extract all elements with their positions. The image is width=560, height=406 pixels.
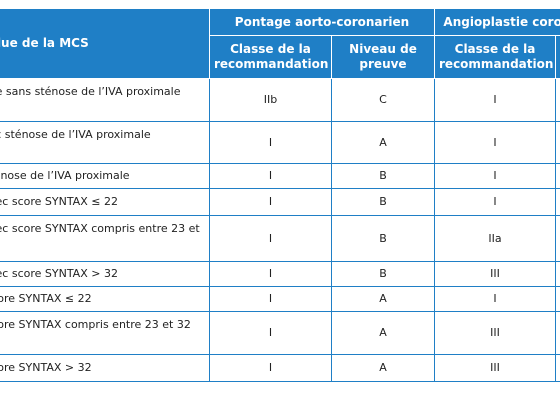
pci-class-cell: I [434,163,557,189]
table-row: Atteinte mono ou bitronculaire sans stén… [0,78,560,122]
table-row: Atteinte du tronc commun avec score SYNT… [0,188,560,216]
cabg-level-cell: B [330,261,436,287]
pci-level-header [555,35,560,79]
table-row: Atteinte du tronc commun avec score SYNT… [0,215,560,262]
indication-header: Indications selon l’étendue de la MCS [0,8,210,79]
pci-level-cell [555,261,560,287]
pci-level-cell [555,121,560,164]
cabg-level-cell: A [330,121,436,164]
pci-class-cell: I [434,78,557,122]
cabg-class-cell: I [209,121,332,164]
pci-level-cell [555,188,560,216]
pci-class-cell: I [434,121,557,164]
pci-class-cell: III [434,261,557,287]
cabg-class-cell: I [209,188,332,216]
table-row: Atteinte tritronculaire avec score SYNTA… [0,311,560,355]
cabg-level-header: Niveau de preuve [330,35,436,79]
row-label: Atteinte tritronculaire avec score SYNTA… [0,354,210,382]
pci-class-cell: III [434,311,557,355]
cabg-class-cell: I [209,286,332,312]
cabg-group-header: Pontage aorto-coronarien [208,8,436,36]
cabg-class-cell: I [209,163,332,189]
cabg-level-cell: C [330,78,436,122]
row-label: Atteinte du tronc commun avec score SYNT… [0,188,210,216]
pci-level-cell [555,354,560,382]
pci-class-cell: III [434,354,557,382]
table-row: Atteinte tritronculaire avec score SYNTA… [0,354,560,382]
cabg-level-cell: B [330,188,436,216]
table-row: Atteinte monotronculaire avec sténose de… [0,121,560,164]
cabg-class-cell: I [209,311,332,355]
pci-level-cell [555,163,560,189]
recommendation-table: Indications selon l’étendue de la MCS Po… [0,8,560,382]
cabg-level-cell: B [330,215,436,262]
table-row: Atteinte tritronculaire avec score SYNTA… [0,286,560,312]
cabg-level-cell: B [330,163,436,189]
cabg-class-cell: I [209,215,332,262]
cabg-class-cell: I [209,261,332,287]
row-label: Atteinte monotronculaire avec sténose de… [0,121,210,164]
pci-level-cell [555,311,560,355]
pci-class-cell: IIa [434,215,557,262]
row-label: Atteinte tritronculaire avec score SYNTA… [0,311,210,355]
row-label: Atteinte du tronc commun avec score SYNT… [0,261,210,287]
pci-class-cell: I [434,188,557,216]
cabg-class-header: Classe de la recommandation [209,35,332,79]
pci-class-cell: I [434,286,557,312]
pci-level-cell [555,215,560,262]
cabg-class-cell: I [209,354,332,382]
row-label: Atteinte mono ou bitronculaire sans stén… [0,78,210,122]
cabg-level-cell: A [330,286,436,312]
pci-level-cell [555,78,560,122]
row-label: Atteinte du tronc commun avec score SYNT… [0,215,210,262]
row-label: Atteinte tritronculaire avec score SYNTA… [0,286,210,312]
cabg-level-cell: A [330,354,436,382]
table-row: Atteinte du tronc commun avec score SYNT… [0,261,560,287]
cabg-class-cell: IIb [209,78,332,122]
table-row: Atteinte bitronculaire avec sténose de l… [0,163,560,189]
pci-level-cell [555,286,560,312]
cabg-level-cell: A [330,311,436,355]
pci-group-header: Angioplastie coronaire [434,8,560,36]
pci-class-header: Classe de la recommandation [434,35,557,79]
row-label: Atteinte bitronculaire avec sténose de l… [0,163,210,189]
